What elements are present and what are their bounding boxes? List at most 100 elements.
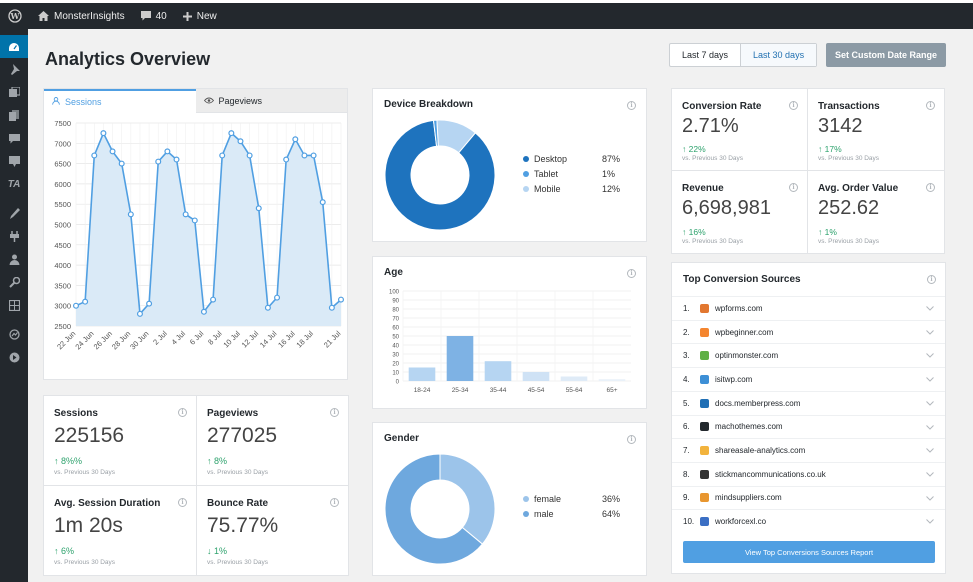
data-point[interactable] (283, 156, 290, 163)
custom-date-range-button[interactable]: Set Custom Date Range (826, 43, 946, 67)
plugins-icon[interactable] (0, 225, 28, 248)
sessions-chart-panel: Sessions Pageviews 2500 3000 3500 4000 4500 5… (43, 88, 348, 380)
data-point[interactable] (173, 156, 180, 163)
info-icon[interactable]: i (926, 101, 935, 110)
insights-icon[interactable] (0, 323, 28, 346)
info-icon[interactable]: i (627, 435, 636, 444)
new-content-link[interactable]: New (175, 3, 225, 29)
source-row[interactable]: 8. stickmancommunications.co.uk (672, 461, 945, 486)
data-point[interactable] (155, 158, 162, 165)
data-point[interactable] (237, 138, 244, 145)
info-icon[interactable]: i (330, 498, 339, 507)
data-point[interactable] (246, 152, 253, 159)
site-name-link[interactable]: MonsterInsights (30, 3, 133, 29)
data-point[interactable] (73, 302, 80, 309)
data-point[interactable] (182, 211, 189, 218)
data-point[interactable] (319, 199, 326, 206)
source-row[interactable]: 9. mindsuppliers.com (672, 485, 945, 510)
tab-sessions[interactable]: Sessions (44, 89, 196, 113)
source-row[interactable]: 7. shareasale-analytics.com (672, 438, 945, 462)
info-icon[interactable]: i (627, 101, 636, 110)
chevron-down-icon[interactable] (926, 328, 934, 337)
gender-slice[interactable] (439, 453, 496, 545)
source-row[interactable]: 6. machothemes.com (672, 414, 945, 439)
data-point[interactable] (127, 211, 134, 218)
info-icon[interactable]: i (927, 275, 936, 284)
data-point[interactable] (301, 152, 308, 159)
wordpress-logo-icon[interactable]: W (0, 3, 30, 29)
data-point[interactable] (164, 148, 171, 155)
pages-icon[interactable] (0, 104, 28, 127)
collapse-menu-icon[interactable] (0, 346, 28, 369)
info-icon[interactable]: i (789, 101, 798, 110)
age-bar[interactable] (408, 367, 436, 382)
last-30-days-button[interactable]: Last 30 days (740, 44, 817, 66)
data-point[interactable] (100, 130, 107, 137)
data-point[interactable] (91, 152, 98, 159)
ta-label: TA (7, 179, 21, 190)
source-row[interactable]: 10. workforcexl.co (672, 509, 945, 533)
age-bar[interactable] (560, 376, 588, 382)
settings-icon[interactable] (0, 294, 28, 317)
info-icon[interactable]: i (789, 183, 798, 192)
age-bar[interactable] (484, 361, 512, 381)
source-row[interactable]: 2. wpbeginner.com (672, 319, 945, 344)
data-point[interactable] (191, 217, 198, 224)
chevron-down-icon[interactable] (926, 351, 934, 360)
info-icon[interactable]: i (330, 408, 339, 417)
pin-icon[interactable] (0, 58, 28, 81)
data-point[interactable] (310, 152, 317, 159)
last-7-days-button[interactable]: Last 7 days (682, 50, 729, 60)
source-row[interactable]: 3. optinmonster.com (672, 343, 945, 367)
chevron-down-icon[interactable] (926, 423, 934, 432)
tab-pageviews[interactable]: Pageviews (195, 89, 347, 113)
info-icon[interactable]: i (178, 498, 187, 507)
info-icon[interactable]: i (178, 408, 187, 417)
data-point[interactable] (264, 304, 271, 311)
info-icon[interactable]: i (926, 183, 935, 192)
comments-icon[interactable] (0, 127, 28, 150)
source-rank: 5. (683, 398, 690, 408)
chevron-down-icon[interactable] (926, 494, 934, 503)
appearance-icon[interactable] (0, 202, 28, 225)
chevron-down-icon[interactable] (926, 375, 934, 384)
comments-link[interactable]: 40 (133, 3, 175, 29)
source-row[interactable]: 4. isitwp.com (672, 367, 945, 391)
device-slice[interactable] (384, 119, 496, 231)
dashboard-icon[interactable] (0, 35, 28, 58)
data-point[interactable] (200, 308, 207, 315)
data-point[interactable] (118, 160, 125, 167)
chevron-down-icon[interactable] (926, 399, 934, 408)
data-point[interactable] (328, 304, 335, 311)
view-sources-report-button[interactable]: View Top Conversions Sources Report (683, 541, 935, 563)
media-icon[interactable] (0, 81, 28, 104)
source-row[interactable]: 1. wpforms.com (672, 296, 945, 320)
chevron-down-icon[interactable] (926, 517, 934, 526)
data-point[interactable] (210, 296, 217, 303)
data-point[interactable] (338, 296, 345, 303)
data-point[interactable] (274, 294, 281, 301)
device-slice[interactable] (436, 119, 477, 154)
data-point[interactable] (136, 310, 143, 317)
tools-icon[interactable] (0, 271, 28, 294)
info-icon[interactable]: i (627, 269, 636, 278)
age-bar[interactable] (522, 372, 550, 381)
age-bar[interactable] (446, 336, 474, 381)
comments-count: 40 (155, 10, 167, 22)
age-bar[interactable] (598, 379, 626, 381)
data-point[interactable] (292, 136, 299, 143)
ta-icon[interactable]: TA (0, 173, 28, 196)
users-icon[interactable] (0, 248, 28, 271)
data-point[interactable] (146, 300, 153, 307)
feedback-icon[interactable] (0, 150, 28, 173)
chevron-down-icon[interactable] (926, 470, 934, 479)
gender-slice[interactable] (384, 453, 484, 565)
chevron-down-icon[interactable] (926, 446, 934, 455)
source-row[interactable]: 5. docs.memberpress.com (672, 390, 945, 415)
data-point[interactable] (219, 152, 226, 159)
data-point[interactable] (228, 130, 235, 137)
data-point[interactable] (82, 298, 89, 305)
data-point[interactable] (255, 205, 262, 212)
data-point[interactable] (109, 148, 116, 155)
chevron-down-icon[interactable] (926, 304, 934, 313)
